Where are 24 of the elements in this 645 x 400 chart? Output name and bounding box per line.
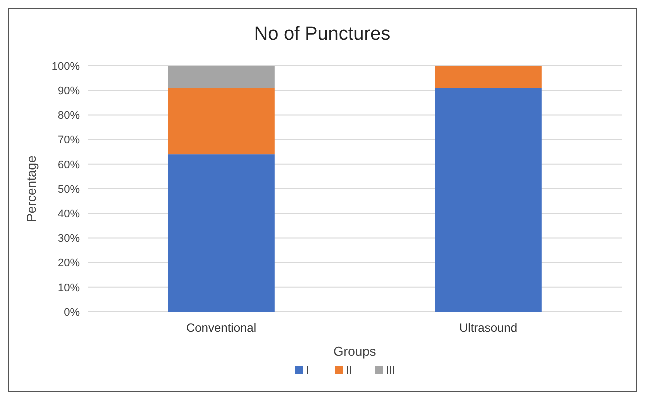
x-tick-label: Ultrasound (459, 321, 518, 335)
y-tick-label: 70% (58, 134, 80, 147)
bar (435, 88, 542, 312)
y-tick-label: 80% (58, 110, 80, 122)
bar (168, 88, 275, 155)
y-axis-title: Percentage (24, 156, 39, 222)
y-tick-label: 60% (58, 159, 80, 172)
legend-label: I (306, 365, 310, 377)
y-tick-label: 0% (64, 306, 80, 319)
y-tick-label: 100% (52, 60, 80, 73)
legend-label: II (346, 365, 352, 377)
y-tick-label: 10% (58, 282, 80, 294)
bar (168, 66, 275, 88)
y-tick-label: 40% (58, 208, 80, 220)
chart-title: No of Punctures (254, 24, 391, 45)
y-tick-label: 50% (58, 184, 80, 196)
x-tick-label: Conventional (186, 321, 257, 335)
bar (168, 154, 275, 312)
bar (435, 66, 542, 88)
legend-label: III (386, 365, 396, 377)
y-tick-label: 20% (58, 258, 80, 270)
x-axis-title: Groups (334, 344, 377, 359)
y-tick-label: 90% (58, 85, 80, 98)
y-tick-label: 30% (58, 233, 80, 246)
